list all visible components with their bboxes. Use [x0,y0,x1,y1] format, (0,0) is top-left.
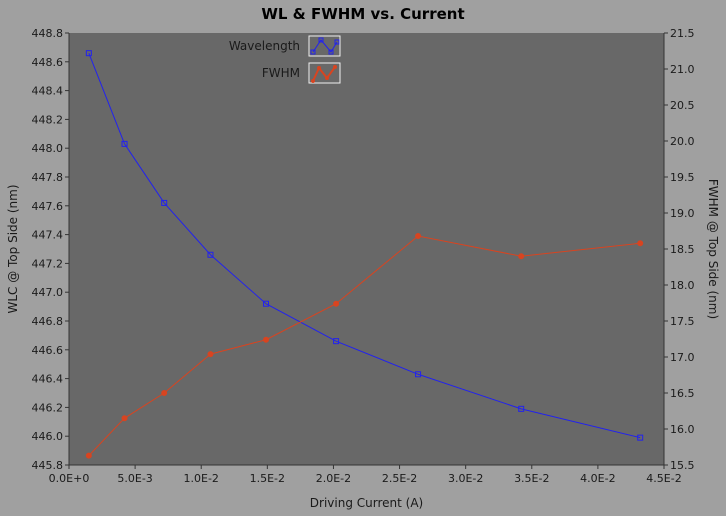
legend-swatch-line [312,66,336,82]
y-left-tick-label: 448.0 [32,142,64,155]
legend-swatch-marker [334,39,340,45]
data-point-wavelength [333,338,340,345]
legend: Wavelength FWHM [229,35,341,84]
y-left-tick-label: 448.8 [32,27,64,40]
legend-swatch-box [308,35,341,57]
legend-swatch-marker [310,49,316,55]
y-right-tick-label: 20.0 [670,135,695,148]
data-point-wavelength [161,199,168,206]
legend-swatch-marker [318,37,324,43]
y-left-tick-label: 446.2 [32,401,64,414]
y-left-tick-label: 446.4 [32,373,64,386]
y-left-tick-label: 448.4 [32,85,64,98]
y-right-tick-label: 18.0 [670,279,695,292]
y-right-tick-label: 21.5 [670,27,695,40]
y-right-tick-label: 17.5 [670,315,695,328]
chart-title: WL & FWHM vs. Current [261,5,464,23]
legend-label-wavelength: Wavelength [229,39,300,53]
data-point-wavelength [207,251,214,258]
legend-label-fwhm: FWHM [262,66,300,80]
data-point-fwhm [415,233,422,240]
plot-area [69,33,664,465]
legend-swatch-marker [317,66,321,70]
data-point-wavelength [85,50,92,57]
legend-swatch-wavelength [308,35,341,57]
y-right-tick-label: 19.5 [670,171,695,184]
y-right-axis-title: FWHM @ Top Side (nm) [706,179,720,319]
data-point-wavelength [263,300,270,307]
y-left-tick-label: 448.6 [32,56,64,69]
legend-swatch-line [312,39,338,53]
y-left-tick-label: 446.6 [32,344,64,357]
y-left-tick-label: 448.2 [32,113,64,126]
data-point-fwhm [263,336,270,343]
legend-swatch-marker [333,65,337,69]
x-tick-label: 3.0E-2 [448,472,483,485]
x-tick-label: 1.0E-2 [184,472,219,485]
legend-swatch-marker [328,49,334,55]
y-left-tick-label: 446.8 [32,315,64,328]
x-tick-label: 3.5E-2 [514,472,549,485]
y-right-tick-label: 20.5 [670,99,695,112]
data-point-wavelength [121,140,128,147]
y-left-tick-label: 447.2 [32,257,64,270]
x-tick-label: 4.0E-2 [580,472,615,485]
legend-swatch-fwhm [308,62,341,84]
data-point-wavelength [637,434,644,441]
axes: 0.0E+0 5.0E-3 1.0E-2 1.5E-2 2.0E-2 2.5E-2 3.0E… [32,27,695,485]
data-point-fwhm [207,351,214,358]
data-point-fwhm [85,452,92,459]
data-point-fwhm [121,415,128,422]
x-tick-label: 0.0E+0 [49,472,90,485]
x-tick-label: 2.5E-2 [382,472,417,485]
series-line-wavelength [88,52,641,439]
y-left-tick-label: 446.0 [32,430,64,443]
y-right-tick-label: 18.5 [670,243,695,256]
y-right-tick-label: 16.5 [670,387,695,400]
y-left-tick-label: 445.8 [32,459,64,472]
data-point-wavelength [415,371,422,378]
y-left-axis-title: WLC @ Top Side (nm) [6,184,20,313]
data-point-fwhm [333,300,340,307]
legend-swatch-marker [311,79,315,83]
x-tick-label: 5.0E-3 [117,472,152,485]
x-tick-label: 2.0E-2 [316,472,351,485]
y-left-tick-label: 447.6 [32,200,64,213]
series-layer [85,50,644,459]
x-tick-label: 4.5E-2 [646,472,681,485]
y-left-tick-label: 447.0 [32,286,64,299]
y-right-tick-label: 21.0 [670,63,695,76]
x-tick-label: 1.5E-2 [250,472,285,485]
data-point-fwhm [161,390,168,396]
data-point-wavelength [518,405,525,412]
data-point-fwhm [518,253,525,260]
legend-swatch-marker [325,76,329,80]
data-point-fwhm [637,240,644,247]
x-axis-title: Driving Current (A) [310,496,423,510]
y-right-tick-label: 15.5 [670,459,695,472]
y-right-tick-label: 19.0 [670,207,695,220]
y-right-tick-label: 16.0 [670,423,695,436]
y-left-tick-label: 447.4 [32,229,64,242]
y-right-tick-label: 17.0 [670,351,695,364]
legend-swatch-box [308,62,341,84]
y-left-tick-label: 447.8 [32,171,64,184]
